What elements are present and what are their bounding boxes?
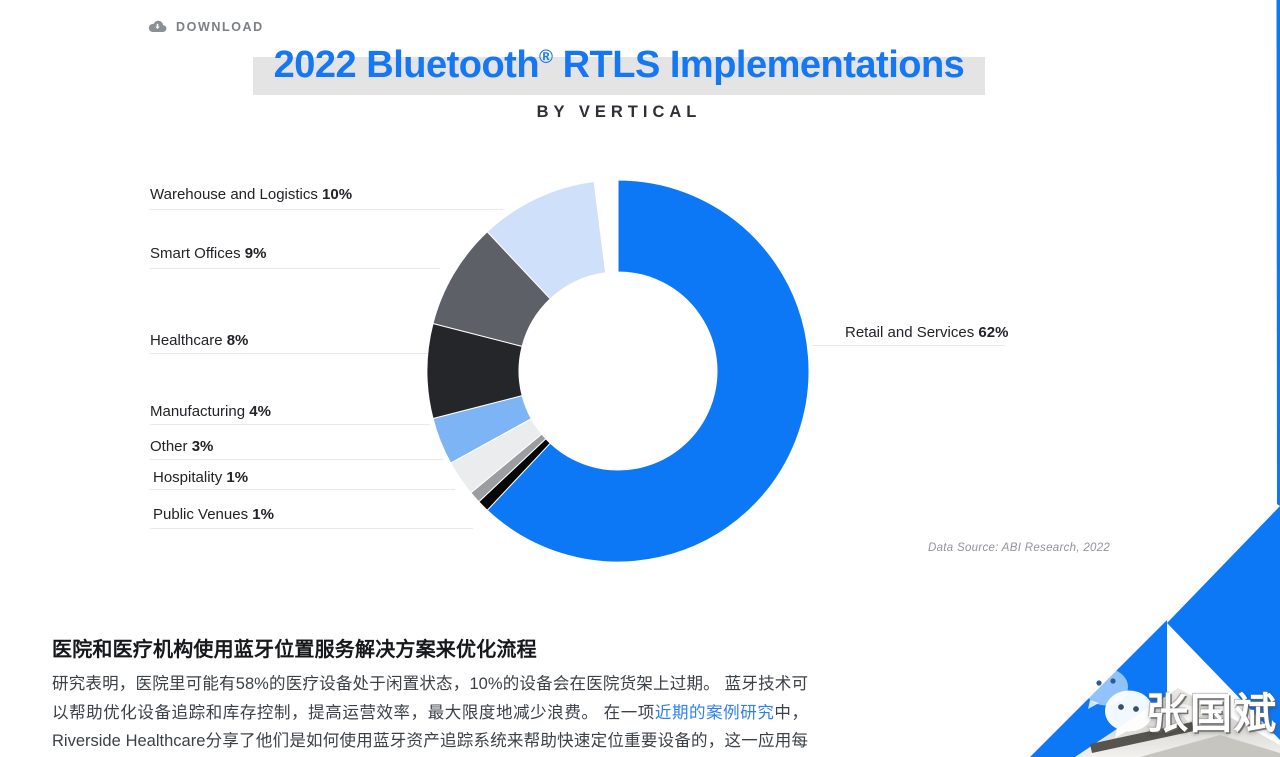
leader-line-smart-offices xyxy=(150,268,440,269)
leader-line-manufacturing xyxy=(150,424,430,425)
callout-other: Other 3% xyxy=(150,438,214,455)
download-button[interactable]: DOWNLOAD xyxy=(148,19,264,34)
donut-chart xyxy=(426,179,810,563)
edge-strip xyxy=(1276,0,1280,506)
data-source-note: Data Source: ABI Research, 2022 xyxy=(928,542,1111,554)
corner-graphic xyxy=(1030,0,1280,757)
blue-triangle-large xyxy=(1167,506,1280,740)
leader-line-other xyxy=(150,459,443,460)
title-background-band xyxy=(253,57,985,95)
callout-retail: Retail and Services 62% xyxy=(845,324,1009,341)
leader-line-warehouse xyxy=(150,209,503,210)
callout-smart-offices: Smart Offices 9% xyxy=(150,245,267,262)
corner-photo xyxy=(1075,688,1280,757)
article-paragraph: 研究表明，医院里可能有58%的医疗设备处于闲置状态，10%的设备会在医院货架上过… xyxy=(52,675,808,750)
callout-healthcare: Healthcare 8% xyxy=(150,332,249,349)
chart-subtitle: BY VERTICAL xyxy=(536,103,702,121)
article-section: 医院和医疗机构使用蓝牙位置服务解决方案来优化流程 研究表明，医院里可能有58%的… xyxy=(52,633,808,757)
donut-segment-warehouse-and-logistics xyxy=(486,180,607,300)
callout-public-venues: Public Venues 1% xyxy=(153,506,274,523)
callout-manufacturing: Manufacturing 4% xyxy=(150,403,271,420)
leader-line-hospitality xyxy=(150,489,455,490)
leader-line-public-venues xyxy=(150,528,473,529)
watermark-name: 张国斌 xyxy=(1146,690,1279,737)
callout-warehouse: Warehouse and Logistics 10% xyxy=(150,186,353,203)
callout-hospitality: Hospitality 1% xyxy=(153,469,249,486)
case-study-link[interactable]: 近期的案例研究 xyxy=(654,703,775,722)
leader-line-retail xyxy=(812,345,1005,346)
chart-title: 2022 Bluetooth® RTLS Implementations xyxy=(273,44,965,86)
leader-line-healthcare xyxy=(150,353,428,354)
cloud-download-icon xyxy=(148,20,167,33)
download-label: DOWNLOAD xyxy=(176,19,264,34)
wechat-icon xyxy=(1084,668,1153,738)
registered-mark: ® xyxy=(539,47,553,68)
article-heading: 医院和医疗机构使用蓝牙位置服务解决方案来优化流程 xyxy=(52,639,537,661)
donut-segment-retail-and-services xyxy=(486,179,810,563)
